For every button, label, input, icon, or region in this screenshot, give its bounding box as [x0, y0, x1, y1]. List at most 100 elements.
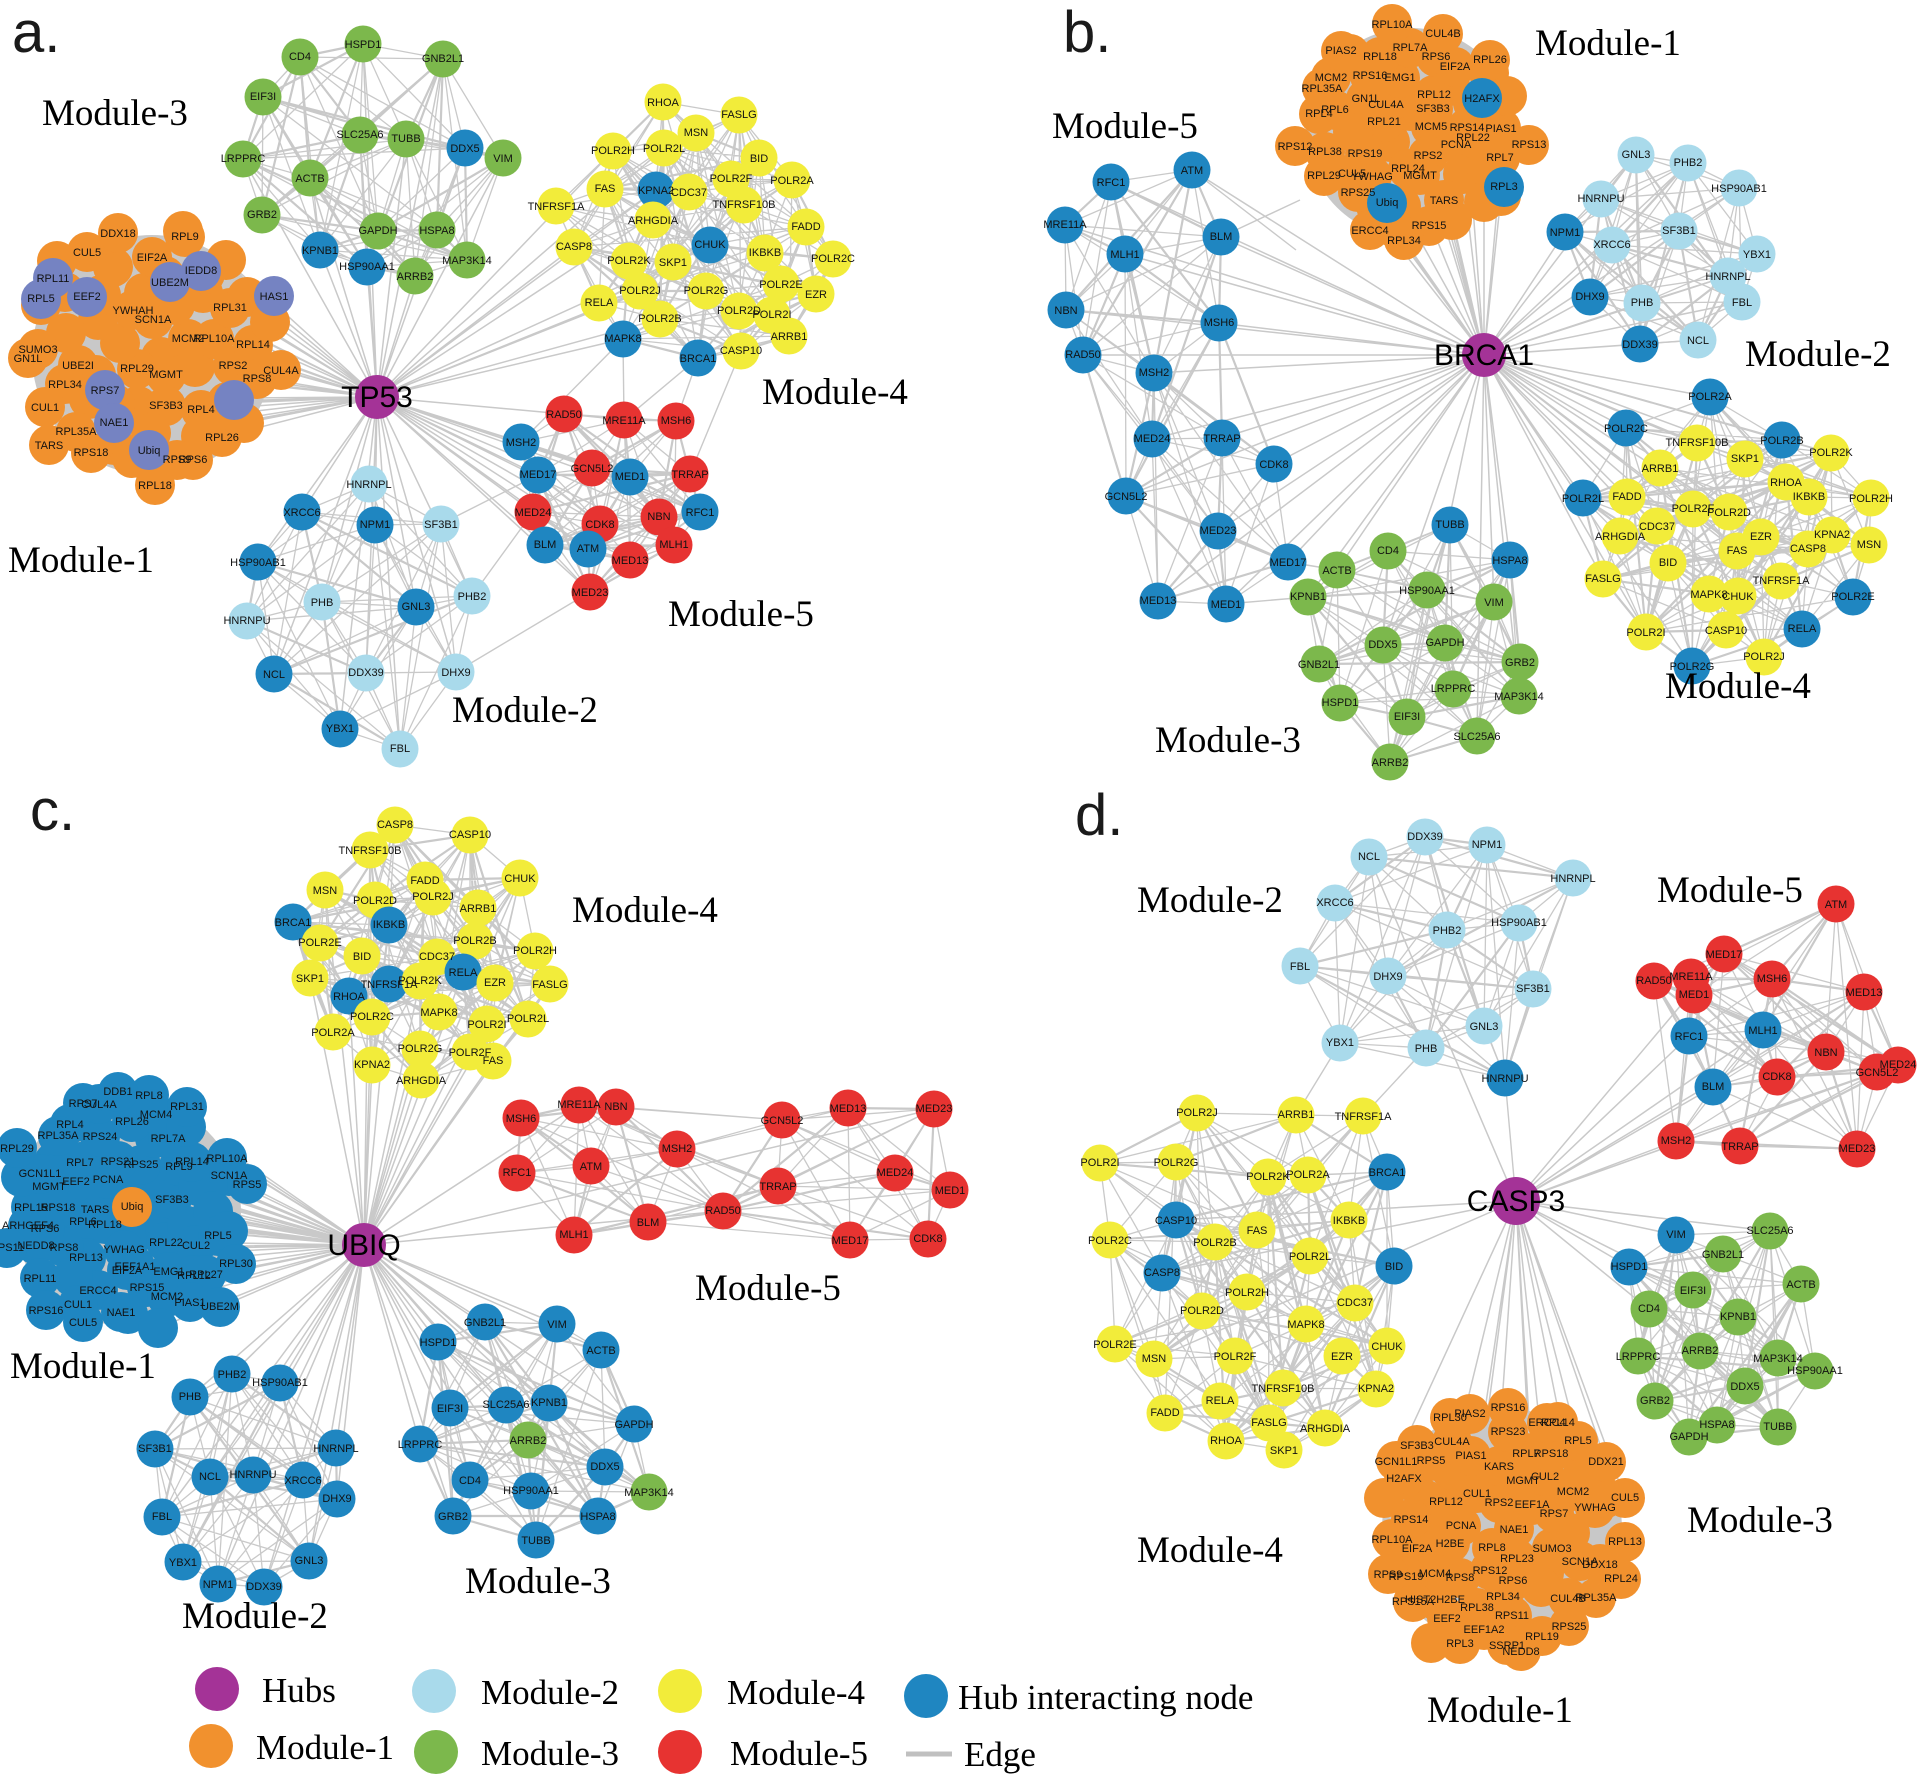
svg-text:CHUK: CHUK	[504, 873, 536, 885]
svg-text:HSP90AB1: HSP90AB1	[230, 557, 286, 569]
svg-text:ACTB: ACTB	[295, 173, 324, 185]
svg-text:RPL8: RPL8	[1478, 1542, 1506, 1554]
svg-text:RPS25: RPS25	[1341, 187, 1376, 199]
svg-text:RPL7: RPL7	[1512, 1448, 1540, 1460]
svg-text:Module-4: Module-4	[572, 890, 718, 931]
svg-text:CASP10: CASP10	[720, 345, 762, 357]
svg-text:RPL3: RPL3	[1490, 181, 1518, 193]
svg-text:POLR2H: POLR2H	[591, 145, 635, 157]
svg-text:NCL: NCL	[199, 1471, 221, 1483]
svg-text:SF3B3: SF3B3	[149, 400, 183, 412]
svg-text:FBL: FBL	[1290, 961, 1310, 973]
svg-text:YBX1: YBX1	[169, 1557, 197, 1569]
svg-text:ACTB: ACTB	[1786, 1279, 1815, 1291]
svg-text:CHUK: CHUK	[694, 239, 726, 251]
svg-text:RPS13: RPS13	[1512, 139, 1547, 151]
svg-text:POLR2L: POLR2L	[507, 1013, 549, 1025]
svg-text:KPNB1: KPNB1	[1290, 591, 1326, 603]
svg-text:RPL6: RPL6	[69, 1216, 97, 1228]
svg-text:MAP3K14: MAP3K14	[442, 255, 492, 267]
svg-text:TNFRSF10B: TNFRSF10B	[1252, 1383, 1315, 1395]
svg-text:GNL3: GNL3	[1622, 149, 1651, 161]
svg-text:CUL5: CUL5	[69, 1317, 97, 1329]
svg-text:HSP90AA1: HSP90AA1	[1399, 585, 1455, 597]
svg-text:KPNA2: KPNA2	[1814, 529, 1850, 541]
svg-text:EIF2A: EIF2A	[1440, 61, 1471, 73]
svg-text:HSPA8: HSPA8	[580, 1511, 615, 1523]
svg-text:FASLG: FASLG	[1585, 573, 1620, 585]
svg-text:MAPK8: MAPK8	[1690, 589, 1727, 601]
svg-text:TARS: TARS	[35, 440, 64, 452]
svg-text:FBL: FBL	[152, 1511, 172, 1523]
svg-text:POLR2D: POLR2D	[1707, 507, 1751, 519]
svg-text:ARHGDIA: ARHGDIA	[396, 1075, 447, 1087]
svg-text:RPS23: RPS23	[1491, 1426, 1526, 1438]
svg-text:BRCA1: BRCA1	[275, 917, 312, 929]
svg-text:RPS8: RPS8	[243, 373, 272, 385]
svg-text:RHOA: RHOA	[647, 97, 679, 109]
svg-text:NCL: NCL	[1687, 335, 1709, 347]
svg-text:RAD50: RAD50	[1636, 975, 1671, 987]
svg-text:POLR2K: POLR2K	[1246, 1171, 1290, 1183]
svg-text:CUL5: CUL5	[73, 247, 101, 259]
svg-text:ARRB2: ARRB2	[1372, 757, 1409, 769]
svg-text:RPL7: RPL7	[1486, 152, 1514, 164]
svg-text:MED1: MED1	[935, 1185, 966, 1197]
svg-text:RPS19: RPS19	[1389, 1571, 1424, 1583]
svg-text:RPS25: RPS25	[124, 1159, 159, 1171]
svg-text:MED24: MED24	[515, 507, 552, 519]
svg-text:YBX1: YBX1	[1326, 1037, 1354, 1049]
svg-text:HNRNPL: HNRNPL	[1550, 873, 1595, 885]
svg-text:DDX18: DDX18	[1582, 1559, 1617, 1571]
svg-text:YWHAG: YWHAG	[1574, 1502, 1616, 1514]
svg-text:CD4: CD4	[1377, 545, 1399, 557]
svg-text:NEDD8: NEDD8	[1502, 1646, 1539, 1658]
svg-text:BID: BID	[750, 153, 768, 165]
svg-text:CASP8: CASP8	[1790, 543, 1826, 555]
svg-text:MRE11A: MRE11A	[1669, 971, 1713, 983]
svg-text:FAS: FAS	[595, 183, 616, 195]
svg-text:RPL18: RPL18	[88, 1219, 122, 1231]
svg-text:RPL26: RPL26	[115, 1116, 149, 1128]
svg-text:Module-5: Module-5	[668, 594, 814, 635]
svg-text:CUL4A: CUL4A	[81, 1099, 117, 1111]
svg-text:Hubs: Hubs	[262, 1671, 336, 1710]
svg-text:ARRB1: ARRB1	[771, 331, 808, 343]
svg-text:SCN1A: SCN1A	[135, 314, 172, 326]
svg-text:FADD: FADD	[791, 221, 820, 233]
svg-text:SKP1: SKP1	[1731, 453, 1759, 465]
svg-text:CASP10: CASP10	[1155, 1215, 1197, 1227]
svg-text:TNFRSF10B: TNFRSF10B	[339, 845, 402, 857]
svg-text:MLH1: MLH1	[559, 1229, 588, 1241]
svg-text:RPL29: RPL29	[120, 363, 154, 375]
svg-text:POLR2D: POLR2D	[717, 305, 761, 317]
svg-text:CUL2: CUL2	[182, 1240, 210, 1252]
svg-text:SSRP1: SSRP1	[1489, 1640, 1525, 1652]
svg-text:HNRNPL: HNRNPL	[313, 1443, 358, 1455]
svg-text:HSPA8: HSPA8	[1492, 555, 1527, 567]
svg-text:POLR2L: POLR2L	[1562, 493, 1604, 505]
svg-text:GNL3: GNL3	[1470, 1021, 1499, 1033]
svg-text:GNB2L1: GNB2L1	[1702, 1249, 1744, 1261]
svg-text:POLR2F: POLR2F	[1214, 1351, 1257, 1363]
svg-text:NPM1: NPM1	[1472, 839, 1503, 851]
svg-text:POLR2D: POLR2D	[353, 895, 397, 907]
svg-text:MED23: MED23	[1200, 525, 1237, 537]
svg-text:MSN: MSN	[313, 885, 338, 897]
svg-text:RPS5: RPS5	[233, 1179, 262, 1191]
svg-text:TNFRSF1A: TNFRSF1A	[361, 979, 419, 991]
svg-text:RPS7: RPS7	[69, 1098, 98, 1110]
svg-text:PHB: PHB	[1415, 1043, 1438, 1055]
svg-text:TNFRSF1A: TNFRSF1A	[1335, 1111, 1393, 1123]
svg-text:FBL: FBL	[390, 743, 410, 755]
svg-text:MSH6: MSH6	[506, 1113, 537, 1125]
svg-text:CDK8: CDK8	[913, 1233, 942, 1245]
svg-text:POLR2D: POLR2D	[1180, 1305, 1224, 1317]
svg-text:ATM: ATM	[1825, 899, 1847, 911]
svg-text:PCNA: PCNA	[93, 1174, 124, 1186]
svg-text:RELA: RELA	[1788, 623, 1817, 635]
svg-text:EEF2: EEF2	[1433, 1613, 1461, 1625]
svg-text:KPNB1: KPNB1	[302, 245, 338, 257]
svg-text:RPL6: RPL6	[1321, 104, 1349, 116]
svg-text:Module-2: Module-2	[481, 1673, 619, 1712]
